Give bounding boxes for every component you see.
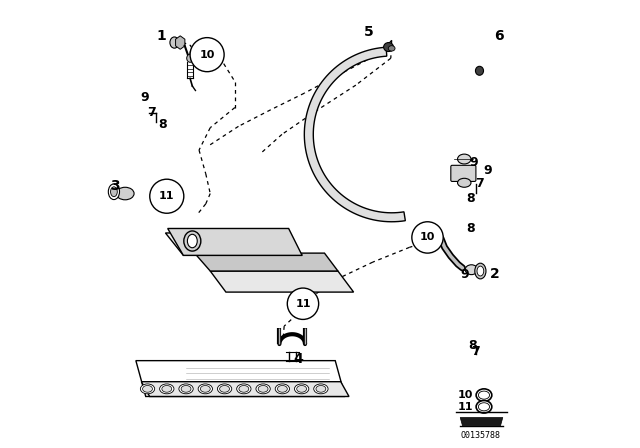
- Text: 11: 11: [159, 191, 175, 201]
- Ellipse shape: [294, 384, 309, 394]
- Ellipse shape: [465, 265, 477, 275]
- Polygon shape: [165, 233, 302, 255]
- Ellipse shape: [239, 385, 249, 392]
- Ellipse shape: [256, 384, 270, 394]
- Polygon shape: [195, 253, 338, 271]
- Ellipse shape: [170, 37, 179, 48]
- Ellipse shape: [476, 66, 484, 75]
- Text: 2: 2: [490, 267, 500, 281]
- Text: 8: 8: [468, 339, 477, 353]
- Ellipse shape: [316, 385, 326, 392]
- Ellipse shape: [478, 403, 490, 411]
- Ellipse shape: [297, 385, 307, 392]
- Ellipse shape: [475, 263, 486, 279]
- Circle shape: [412, 222, 443, 253]
- Ellipse shape: [458, 178, 471, 187]
- Ellipse shape: [162, 385, 172, 392]
- Ellipse shape: [187, 54, 193, 62]
- Ellipse shape: [383, 43, 394, 52]
- Text: 9: 9: [484, 164, 492, 177]
- Polygon shape: [460, 418, 503, 426]
- Ellipse shape: [143, 385, 152, 392]
- Ellipse shape: [278, 385, 287, 392]
- Polygon shape: [141, 382, 349, 396]
- Text: 9: 9: [140, 91, 148, 104]
- FancyBboxPatch shape: [451, 165, 476, 181]
- Polygon shape: [168, 228, 302, 255]
- Text: 8: 8: [466, 191, 474, 205]
- Circle shape: [190, 38, 224, 72]
- Text: 11: 11: [458, 402, 474, 412]
- Ellipse shape: [458, 154, 471, 164]
- Ellipse shape: [476, 401, 492, 413]
- Text: 10: 10: [458, 390, 474, 400]
- Text: O0135788: O0135788: [460, 431, 500, 440]
- Ellipse shape: [275, 384, 289, 394]
- Ellipse shape: [184, 231, 201, 251]
- Ellipse shape: [179, 384, 193, 394]
- Polygon shape: [210, 271, 353, 292]
- Ellipse shape: [477, 266, 484, 276]
- Ellipse shape: [478, 391, 490, 399]
- Ellipse shape: [198, 384, 212, 394]
- Text: 7: 7: [148, 106, 156, 120]
- Ellipse shape: [218, 384, 232, 394]
- Text: 9: 9: [469, 155, 478, 169]
- Text: 5: 5: [364, 25, 373, 39]
- Text: 8: 8: [158, 118, 166, 131]
- Ellipse shape: [108, 184, 120, 200]
- Ellipse shape: [220, 385, 230, 392]
- Ellipse shape: [476, 389, 492, 401]
- Ellipse shape: [258, 385, 268, 392]
- Polygon shape: [136, 361, 345, 396]
- Ellipse shape: [111, 187, 117, 197]
- Ellipse shape: [200, 385, 210, 392]
- Ellipse shape: [116, 187, 134, 200]
- Ellipse shape: [181, 385, 191, 392]
- Ellipse shape: [159, 384, 174, 394]
- Circle shape: [150, 179, 184, 213]
- Circle shape: [287, 288, 319, 319]
- Text: 7: 7: [471, 345, 480, 358]
- Text: 6: 6: [494, 29, 504, 43]
- Ellipse shape: [140, 384, 155, 394]
- Text: 9: 9: [460, 267, 468, 281]
- Text: 4: 4: [294, 352, 303, 366]
- Text: 1: 1: [156, 29, 166, 43]
- Polygon shape: [305, 47, 405, 222]
- Ellipse shape: [314, 384, 328, 394]
- Text: 10: 10: [420, 233, 435, 242]
- Polygon shape: [175, 36, 185, 49]
- Text: 11: 11: [295, 299, 311, 309]
- Text: 8: 8: [466, 222, 474, 235]
- Text: 3: 3: [110, 179, 120, 193]
- Ellipse shape: [188, 234, 197, 248]
- Text: 10: 10: [200, 50, 215, 60]
- Ellipse shape: [237, 384, 251, 394]
- Text: 7: 7: [475, 177, 484, 190]
- Ellipse shape: [388, 46, 395, 51]
